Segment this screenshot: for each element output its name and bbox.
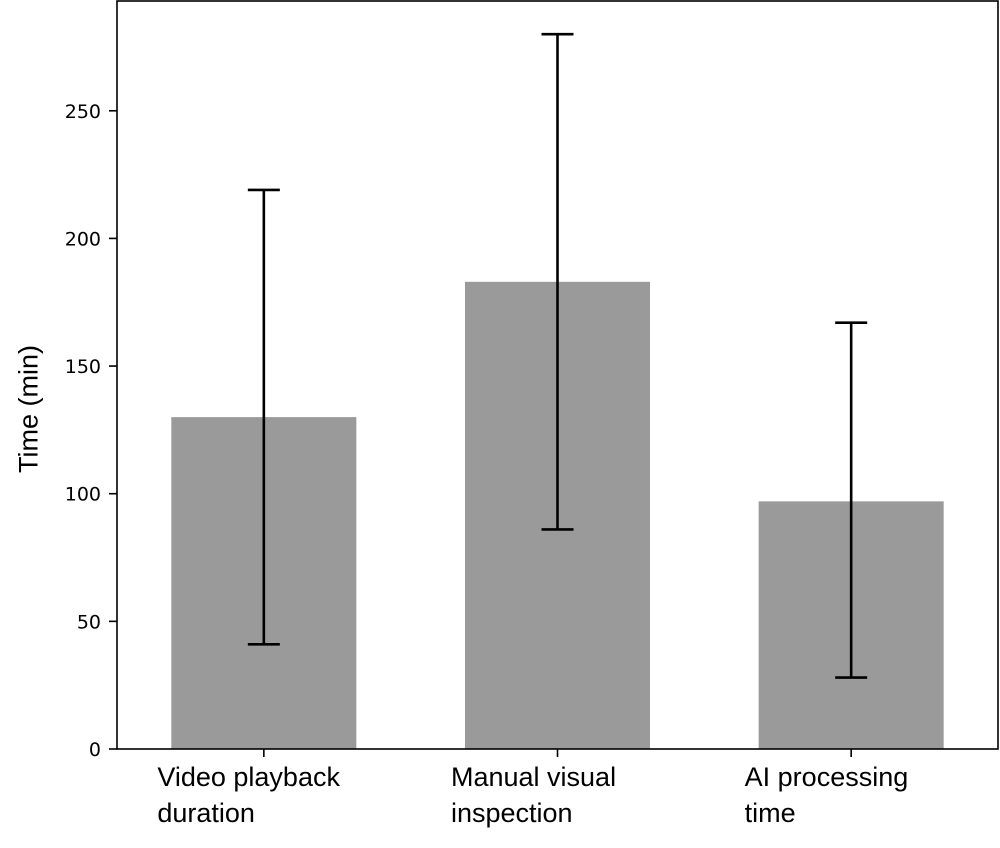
y-axis-ticks: 0 50 100 150 200 250 — [65, 101, 117, 761]
x-tick-label: Manual visual inspection — [451, 762, 616, 828]
y-tick-label: 250 — [65, 101, 101, 123]
x-tick-label-line: Video playback — [157, 762, 340, 792]
x-tick-label-line: duration — [157, 798, 255, 828]
x-tick-label-line: time — [745, 798, 796, 828]
x-tick-label: AI processing time — [745, 762, 909, 828]
y-tick-label: 200 — [65, 228, 101, 250]
x-tick-label-line: inspection — [451, 798, 573, 828]
y-axis-label: Time (min) — [13, 345, 43, 473]
x-tick-label-line: Manual visual — [451, 762, 616, 792]
y-tick-label: 150 — [65, 356, 101, 378]
y-tick-label: 0 — [89, 739, 101, 761]
y-tick-label: 50 — [77, 611, 101, 633]
x-axis-ticks: Video playback duration Manual visual inspe… — [157, 749, 908, 828]
x-tick-label-line: AI processing — [745, 762, 909, 792]
y-tick-label: 100 — [65, 484, 101, 506]
error-bars-group — [247, 32, 868, 679]
x-tick-label: Video playback duration — [157, 762, 340, 828]
